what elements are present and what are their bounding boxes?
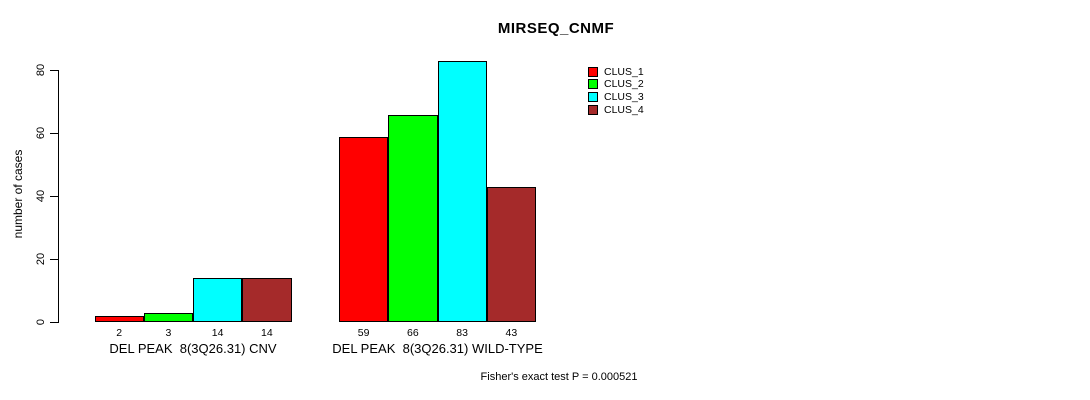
legend-swatch: [588, 91, 598, 102]
bar-value-label: 2: [116, 326, 123, 339]
bar: [193, 278, 243, 323]
bar-value-label: 66: [407, 326, 419, 339]
legend-swatch: [588, 66, 598, 77]
y-axis-line: [57, 69, 59, 323]
legend-label: CLUS_2: [604, 78, 644, 91]
bar-value-label: 43: [505, 326, 518, 339]
y-tick: [49, 258, 58, 260]
legend-label: CLUS_1: [604, 65, 644, 78]
x-category-label: DEL PEAK 8(3Q26.31) CNV: [109, 340, 277, 356]
y-tick: [49, 132, 58, 134]
y-tick-label: 40: [34, 189, 47, 203]
bar: [143, 313, 193, 323]
bar-value-label: 14: [261, 326, 273, 339]
x-category-label: DEL PEAK 8(3Q26.31) WILD-TYPE: [332, 340, 543, 356]
bar-value-label: 83: [456, 326, 468, 339]
bar: [242, 278, 292, 323]
chart-title: MIRSEQ_CNMF: [497, 20, 615, 37]
y-tick: [49, 195, 58, 197]
bar-value-label: 3: [165, 326, 172, 339]
bar: [388, 114, 438, 323]
legend-swatch: [588, 104, 598, 115]
y-axis-title: number of cases: [11, 149, 25, 239]
y-tick-label: 0: [34, 319, 47, 326]
y-tick: [49, 69, 58, 71]
bar-value-label: 14: [211, 326, 224, 339]
bar: [94, 316, 144, 323]
legend-label: CLUS_3: [604, 90, 644, 103]
bar-value-label: 59: [357, 326, 370, 339]
bar: [339, 136, 389, 323]
y-tick: [49, 321, 58, 323]
y-tick-label: 80: [34, 63, 47, 77]
y-tick-label: 20: [34, 252, 47, 266]
annotation-fisher-test: Fisher's exact test P = 0.000521: [480, 371, 638, 383]
y-tick-label: 60: [34, 126, 47, 140]
legend-label: CLUS_4: [604, 103, 644, 116]
legend-swatch: [588, 79, 598, 90]
bar: [437, 61, 487, 323]
bar: [486, 187, 536, 323]
